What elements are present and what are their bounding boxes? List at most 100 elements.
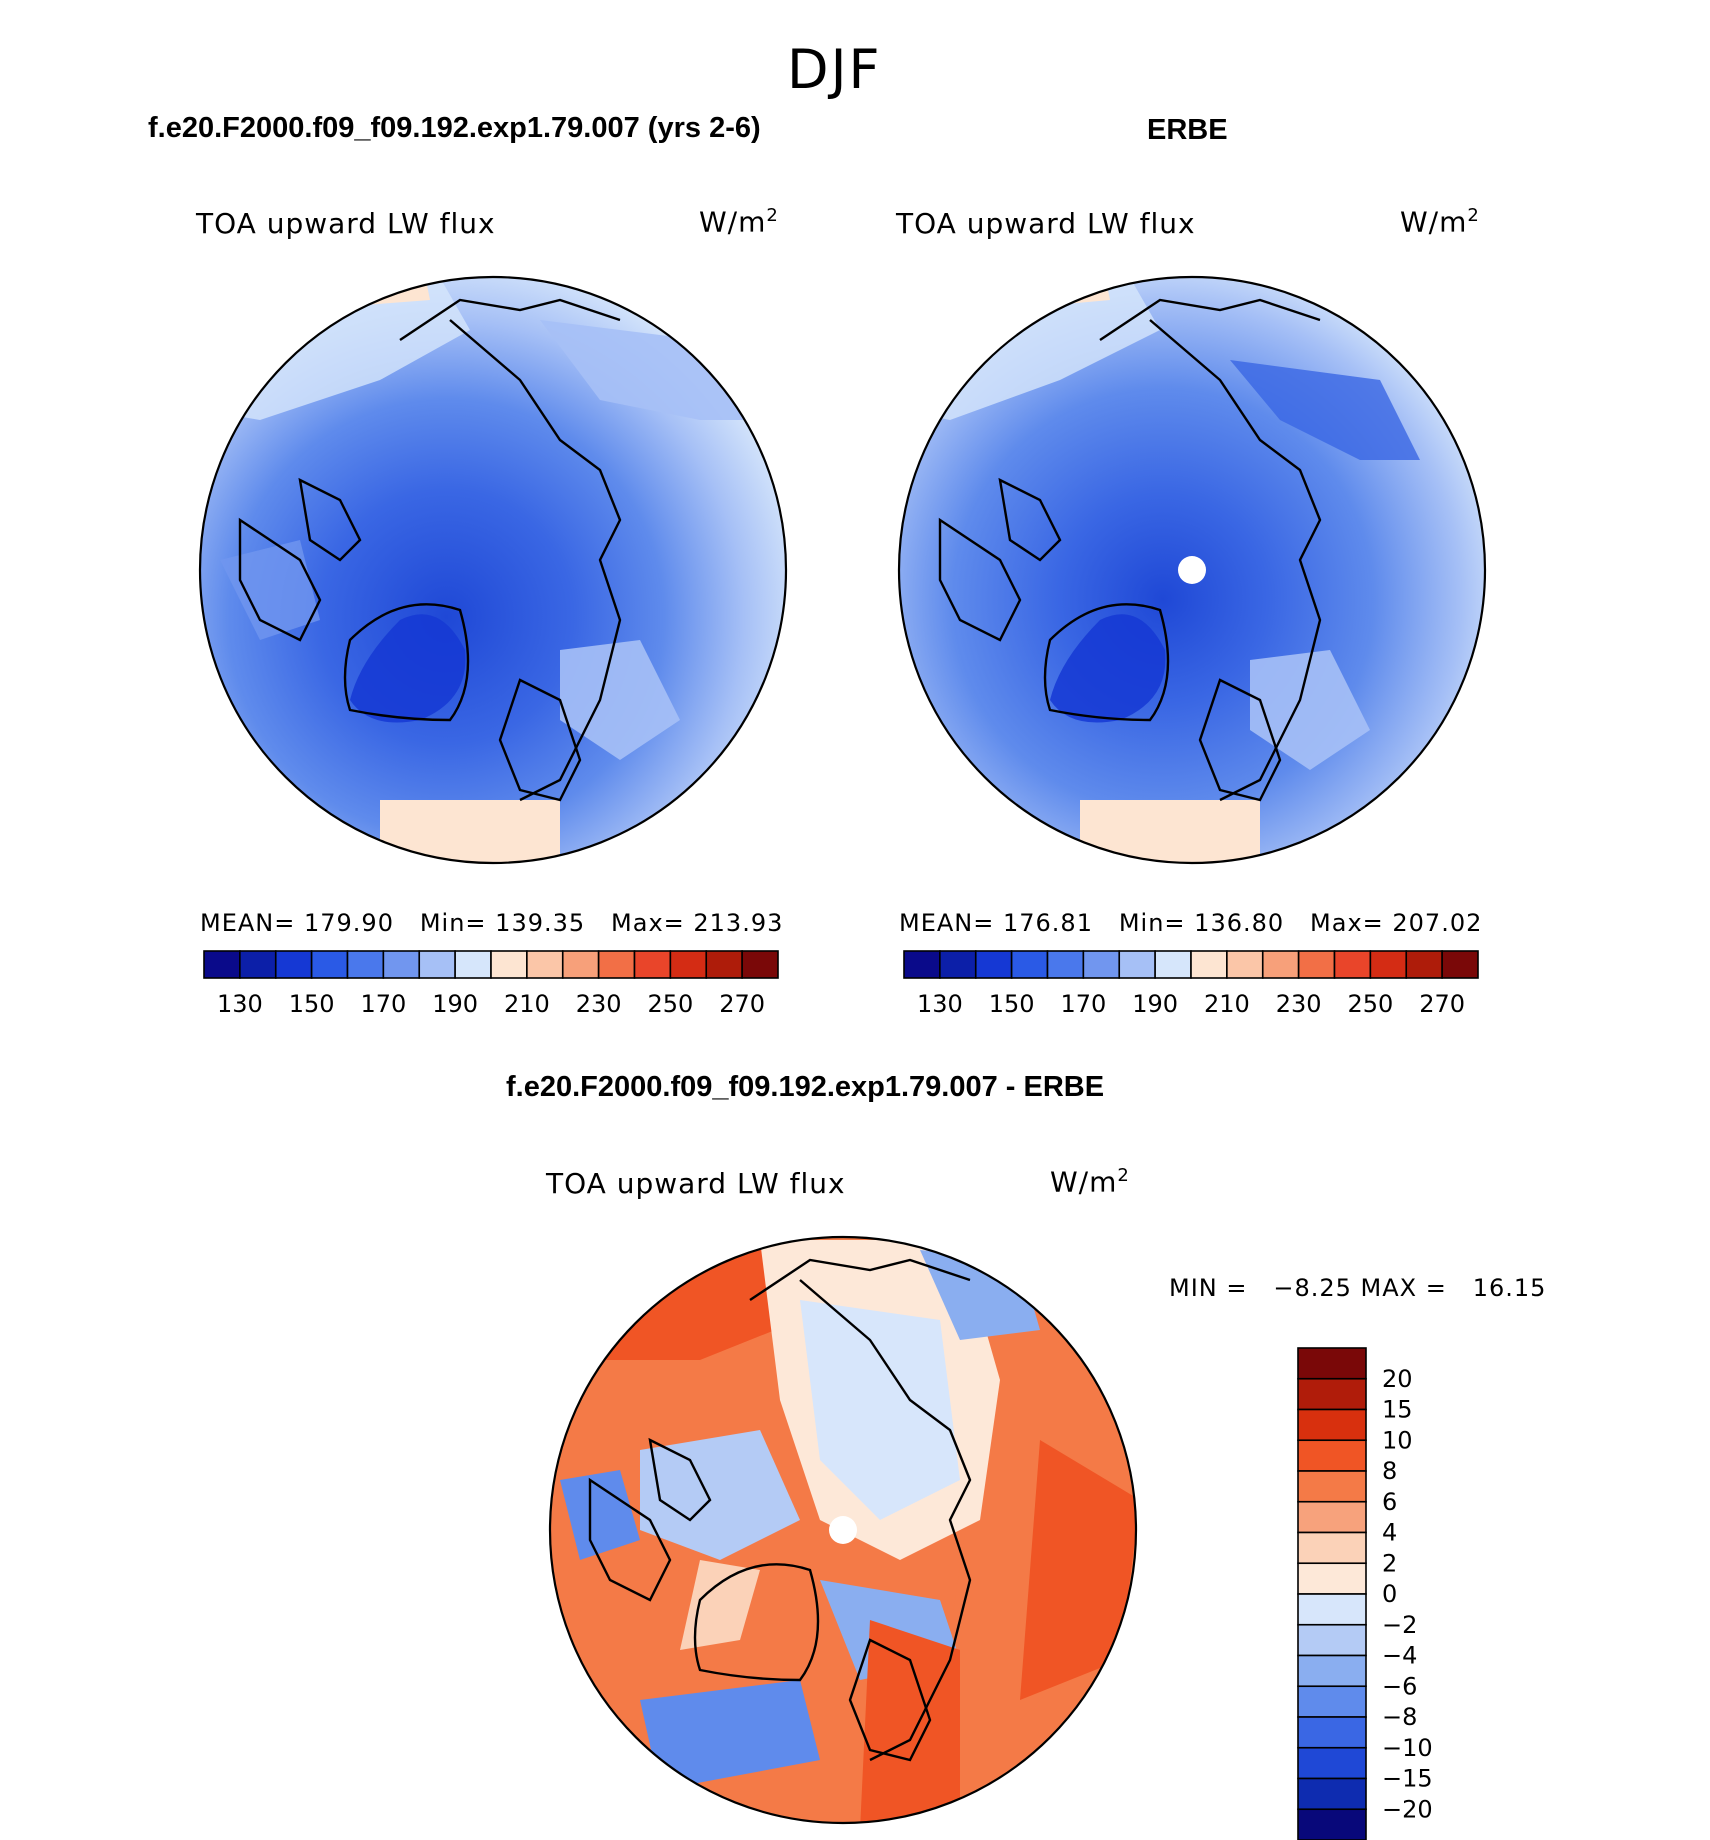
- diff-colorbar-cell: [1297, 1439, 1367, 1472]
- obs-colorbar-tick-label: 150: [989, 990, 1035, 1018]
- diff-colorbar-cell: [1297, 1685, 1367, 1718]
- obs-colorbar-cell: [1297, 950, 1336, 979]
- diff-colorbar-tick-label: 15: [1382, 1396, 1413, 1424]
- model-colorbar-cell: [526, 950, 564, 979]
- diff-colorbar-cell: [1297, 1531, 1367, 1565]
- model-panel-title: f.e20.F2000.f09_f09.192.exp1.79.007 (yrs…: [148, 112, 761, 144]
- diff-colorbar-tick-label: 2: [1382, 1549, 1397, 1577]
- model-colorbar-cell: [310, 950, 349, 979]
- diff-colorbar-cell: [1297, 1408, 1367, 1442]
- model-colorbar-cell: [705, 950, 743, 979]
- diff-colorbar-cell: [1297, 1777, 1367, 1811]
- diff-colorbar-tick-label: 20: [1382, 1365, 1413, 1393]
- diff-colorbar-cell: [1297, 1746, 1367, 1780]
- season-title: DJF: [787, 38, 882, 101]
- diff-colorbar-cell: [1297, 1562, 1367, 1595]
- model-colorbar-cell: [633, 950, 672, 979]
- diff-colorbar-cell: [1297, 1347, 1367, 1380]
- obs-colorbar-cell: [1441, 950, 1479, 979]
- obs-pole-hole: [1178, 556, 1206, 584]
- diff-colorbar-cell: [1297, 1593, 1367, 1626]
- model-map-border: [198, 275, 788, 865]
- model-colorbar: 130 150 170 190 210 230 250 270: [203, 950, 779, 1018]
- model-colorbar-tick-label: 230: [576, 990, 622, 1018]
- diff-colorbar-tick-label: 8: [1382, 1457, 1397, 1485]
- obs-colorbar-cell: [1369, 950, 1408, 979]
- diff-colorbar-tick-label: −15: [1382, 1765, 1433, 1793]
- diff-colorbar-cell: [1297, 1500, 1367, 1534]
- model-map: [200, 277, 786, 863]
- model-units-label: W/m2: [699, 205, 779, 239]
- diff-colorbar-tick-label: 10: [1382, 1426, 1413, 1454]
- diff-colorbar-tick-label: 4: [1382, 1519, 1397, 1547]
- obs-colorbar-cell: [903, 950, 941, 979]
- model-colorbar-tick-label: 130: [217, 990, 263, 1018]
- obs-colorbar-tick-label: 210: [1204, 990, 1250, 1018]
- obs-colorbar-cell: [1261, 950, 1300, 979]
- model-colorbar-tick-label: 250: [647, 990, 693, 1018]
- diff-colorbar-cell: [1297, 1654, 1367, 1688]
- diff-colorbar-tick-label: −10: [1382, 1734, 1433, 1762]
- diff-colorbar-tick-label: −4: [1382, 1642, 1417, 1670]
- model-colorbar-cell: [203, 950, 241, 979]
- obs-panel-title: ERBE: [1147, 114, 1228, 146]
- model-colorbar-cell: [669, 950, 708, 979]
- diff-colorbar-cell: [1297, 1808, 1367, 1840]
- model-colorbar-tick-label: 210: [504, 990, 550, 1018]
- obs-colorbar-cell: [1118, 950, 1156, 979]
- obs-colorbar-cell: [1226, 950, 1264, 979]
- obs-colorbar-tick-label: 130: [917, 990, 963, 1018]
- model-colorbar-tick-label: 170: [360, 990, 406, 1018]
- obs-colorbar-cell: [1154, 950, 1192, 979]
- obs-colorbar-tick-label: 230: [1276, 990, 1322, 1018]
- obs-colorbar-tick-label: 250: [1347, 990, 1393, 1018]
- obs-colorbar-cell: [939, 950, 977, 979]
- model-colorbar-tick-label: 190: [432, 990, 478, 1018]
- diff-colorbar-tick-label: −6: [1382, 1672, 1417, 1700]
- obs-colorbar-cell: [1010, 950, 1049, 979]
- obs-colorbar-cell: [1046, 950, 1085, 979]
- model-coastlines: [238, 298, 622, 802]
- diff-colorbar-tick-label: 0: [1382, 1580, 1397, 1608]
- diff-pole-hole: [829, 1516, 857, 1544]
- obs-colorbar-cell: [974, 950, 1013, 979]
- diff-coastlines: [588, 1258, 972, 1762]
- model-colorbar-cell: [490, 950, 528, 979]
- obs-colorbar-cell: [1190, 950, 1228, 979]
- obs-colorbar-tick-label: 270: [1419, 990, 1465, 1018]
- diff-stats: MIN = −8.25 MAX = 16.15: [1169, 1274, 1547, 1302]
- model-colorbar-cell: [239, 950, 277, 979]
- model-colorbar-tick-label: 150: [289, 990, 335, 1018]
- diff-units-label: W/m2: [1050, 1165, 1130, 1199]
- obs-colorbar: 130 150 170 190 210 230 250 270: [903, 950, 1479, 1018]
- diff-colorbar-cell: [1297, 1470, 1367, 1503]
- diff-colorbar-tick-label: −2: [1382, 1611, 1417, 1639]
- diff-map-border: [548, 1235, 1138, 1825]
- obs-colorbar-cell: [1082, 950, 1121, 979]
- model-variable-label: TOA upward LW flux: [196, 207, 496, 240]
- obs-colorbar-tick-label: 190: [1132, 990, 1178, 1018]
- diff-colorbar-tick-label: 6: [1382, 1488, 1397, 1516]
- model-colorbar-cell: [274, 950, 313, 979]
- model-colorbar-cell: [382, 950, 421, 979]
- obs-colorbar-cell: [1333, 950, 1372, 979]
- diff-colorbar-cell: [1297, 1377, 1367, 1411]
- diff-colorbar-cell: [1297, 1623, 1367, 1657]
- model-stats: MEAN= 179.90 Min= 139.35 Max= 213.93: [200, 909, 784, 937]
- obs-units-label: W/m2: [1400, 205, 1480, 239]
- model-colorbar-cell: [561, 950, 600, 979]
- diff-panel-title: f.e20.F2000.f09_f09.192.exp1.79.007 - ER…: [506, 1071, 1105, 1103]
- model-colorbar-cell: [418, 950, 456, 979]
- diff-colorbar-tick-label: −20: [1382, 1795, 1433, 1823]
- diff-colorbar-cell: [1297, 1716, 1367, 1749]
- model-colorbar-cell: [741, 950, 779, 979]
- model-colorbar-cell: [346, 950, 385, 979]
- obs-map-border: [897, 275, 1487, 865]
- obs-colorbar-cell: [1405, 950, 1443, 979]
- diff-variable-label: TOA upward LW flux: [546, 1167, 846, 1200]
- obs-variable-label: TOA upward LW flux: [896, 207, 1196, 240]
- model-colorbar-cell: [597, 950, 636, 979]
- obs-stats: MEAN= 176.81 Min= 136.80 Max= 207.02: [899, 909, 1483, 937]
